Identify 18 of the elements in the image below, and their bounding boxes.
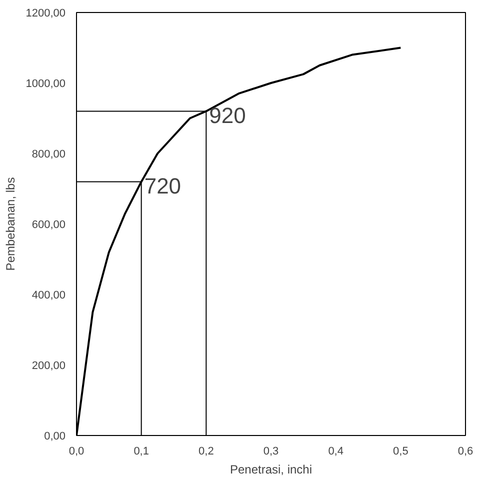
y-tick-label: 600,00 bbox=[32, 219, 66, 231]
y-tick-label: 0,00 bbox=[44, 430, 66, 442]
x-tick-label: 0,6 bbox=[458, 446, 474, 458]
y-tick-label: 200,00 bbox=[32, 360, 66, 372]
x-tick-label: 0,0 bbox=[68, 446, 84, 458]
x-axis-title: Penetrasi, inchi bbox=[230, 462, 312, 476]
annotation: 920 bbox=[209, 103, 246, 128]
x-tick-label: 0,2 bbox=[198, 446, 214, 458]
y-tick-label: 1200,00 bbox=[26, 8, 66, 20]
x-tick-label: 0,3 bbox=[263, 446, 279, 458]
y-tick-label: 1000,00 bbox=[26, 78, 66, 90]
x-tick-label: 0,5 bbox=[393, 446, 408, 458]
x-tick-label: 0,1 bbox=[134, 446, 149, 458]
y-tick-label: 800,00 bbox=[32, 148, 66, 160]
y-axis-title: Pembebanan, lbs bbox=[4, 177, 18, 271]
x-tick-label: 0,4 bbox=[328, 446, 344, 458]
annotation: 720 bbox=[144, 174, 182, 199]
y-tick-label: 400,00 bbox=[32, 290, 66, 302]
